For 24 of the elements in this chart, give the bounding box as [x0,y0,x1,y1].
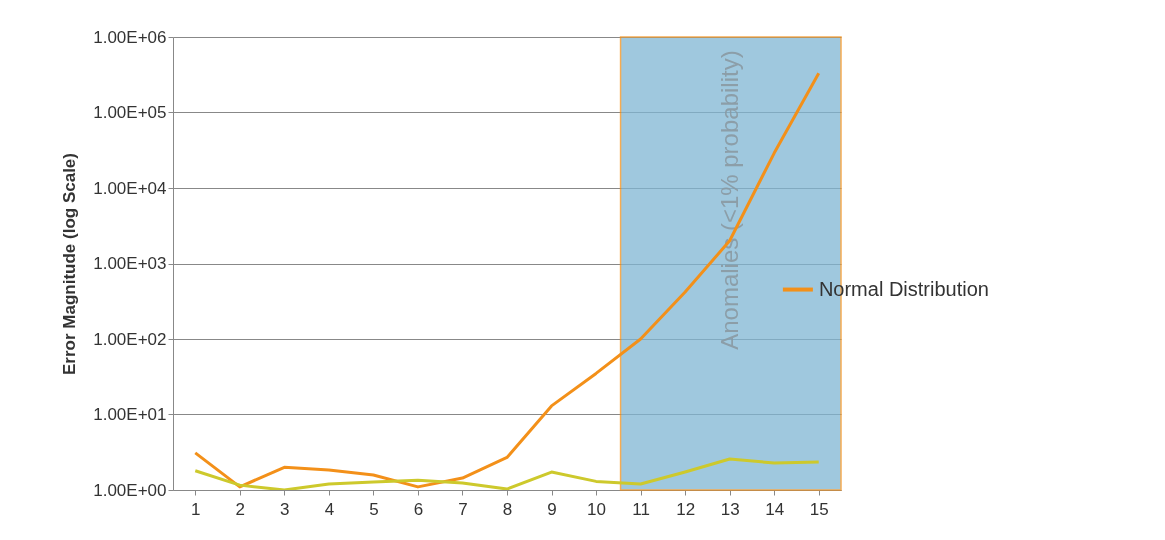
x-tick-label: 11 [632,499,650,519]
x-tick-label: 10 [587,499,607,519]
y-tick-label: 1.00E+01 [93,405,167,424]
y-tick-label: 1.00E+06 [93,27,167,47]
y-tick-label: 1.00E+02 [93,329,167,349]
y-tick-label: 1.00E+05 [93,103,167,122]
y-tick-label: 1.00E+04 [93,178,167,198]
x-tick-label: 1 [191,499,201,519]
x-tick-label: 3 [280,499,290,519]
x-tick-label: 5 [369,499,379,519]
y-tick-label: 1.00E+03 [93,254,167,273]
x-tick-label: 12 [676,499,696,519]
x-tick-label: 14 [765,499,785,519]
y-axis-title: Error Magnitude (log Scale) [60,153,80,375]
y-tick-label: 1.00E+00 [93,480,167,500]
line-series [193,457,821,490]
x-tick-label: 6 [413,499,424,519]
x-tick-label: 7 [458,499,468,519]
x-tick-label: 2 [235,499,246,519]
x-tick-label: 9 [547,499,557,519]
x-tick-label: 13 [720,499,740,519]
x-tick-label: 15 [809,499,829,519]
x-tick-label: 4 [324,499,335,519]
x-tick-label: 8 [502,499,513,519]
